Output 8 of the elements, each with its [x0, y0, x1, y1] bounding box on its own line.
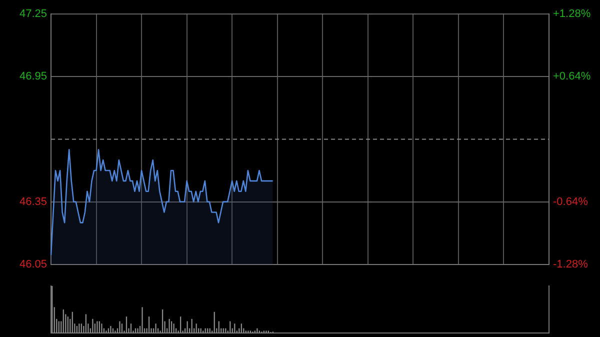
y-tick-label: 46.05	[19, 258, 47, 270]
y2-tick-label: -1.28%	[553, 258, 588, 270]
y2-tick-label: +0.64%	[553, 70, 591, 83]
y2-tick-label: -0.64%	[553, 196, 588, 208]
y-tick-label: 47.25	[19, 8, 47, 20]
y-tick-label: 46.95	[19, 70, 47, 83]
y2-tick-label: +1.28%	[553, 8, 591, 20]
y-tick-label: 46.35	[19, 196, 47, 208]
